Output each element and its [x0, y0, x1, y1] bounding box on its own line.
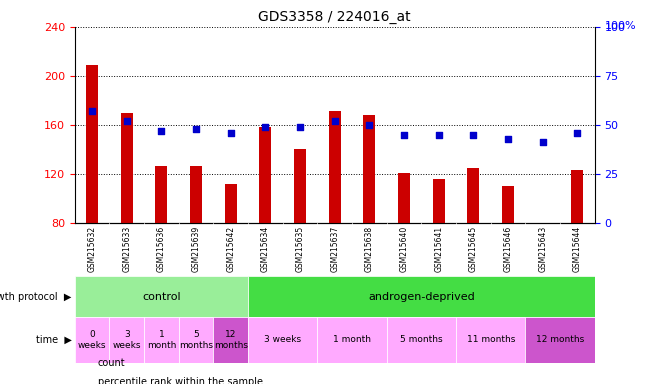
- Text: time  ▶: time ▶: [36, 335, 72, 345]
- Bar: [363, 115, 376, 223]
- Text: 0
weeks: 0 weeks: [78, 330, 107, 349]
- Bar: [467, 168, 480, 223]
- Text: GSM215638: GSM215638: [365, 225, 374, 271]
- Point: [122, 118, 132, 124]
- Text: GSM215642: GSM215642: [226, 225, 235, 271]
- Bar: [213, 317, 248, 363]
- Bar: [75, 317, 109, 363]
- Point: [468, 131, 478, 138]
- Text: percentile rank within the sample: percentile rank within the sample: [98, 377, 263, 384]
- Point: [330, 118, 340, 124]
- Bar: [248, 276, 595, 317]
- Text: GSM215634: GSM215634: [261, 225, 270, 271]
- Point: [503, 136, 514, 142]
- Bar: [259, 127, 272, 223]
- Text: growth protocol  ▶: growth protocol ▶: [0, 291, 72, 302]
- Bar: [433, 179, 445, 223]
- Bar: [155, 166, 168, 223]
- Point: [191, 126, 202, 132]
- Point: [364, 122, 374, 128]
- Text: 1
month: 1 month: [147, 330, 176, 349]
- Bar: [525, 317, 595, 363]
- Point: [226, 129, 236, 136]
- Bar: [571, 170, 584, 223]
- Bar: [190, 166, 202, 223]
- Text: GSM215640: GSM215640: [400, 225, 409, 271]
- Text: 3 weeks: 3 weeks: [264, 335, 302, 344]
- Point: [295, 124, 306, 130]
- Text: 5 months: 5 months: [400, 335, 443, 344]
- Bar: [144, 317, 179, 363]
- Point: [572, 129, 582, 136]
- Point: [87, 108, 98, 114]
- Text: 3
weeks: 3 weeks: [112, 330, 141, 349]
- Text: GSM215639: GSM215639: [192, 225, 201, 271]
- Bar: [109, 317, 144, 363]
- Text: GSM215643: GSM215643: [538, 225, 547, 271]
- Title: GDS3358 / 224016_at: GDS3358 / 224016_at: [259, 10, 411, 25]
- Text: GSM215641: GSM215641: [434, 225, 443, 271]
- Text: androgen-deprived: androgen-deprived: [368, 291, 474, 302]
- Bar: [502, 186, 514, 223]
- Text: 5
months: 5 months: [179, 330, 213, 349]
- Point: [156, 127, 166, 134]
- Bar: [317, 317, 387, 363]
- Text: GSM215632: GSM215632: [88, 225, 97, 271]
- Text: GSM215645: GSM215645: [469, 225, 478, 271]
- Point: [260, 124, 270, 130]
- Text: GSM215646: GSM215646: [504, 225, 513, 271]
- Bar: [86, 65, 98, 223]
- Text: GSM215633: GSM215633: [122, 225, 131, 271]
- Text: 11 months: 11 months: [467, 335, 515, 344]
- Text: 12 months: 12 months: [536, 335, 584, 344]
- Point: [399, 131, 410, 138]
- Bar: [398, 172, 410, 223]
- Bar: [456, 317, 525, 363]
- Bar: [294, 149, 306, 223]
- Text: GSM215635: GSM215635: [296, 225, 305, 271]
- Bar: [121, 113, 133, 223]
- Bar: [329, 111, 341, 223]
- Text: GSM215636: GSM215636: [157, 225, 166, 271]
- Bar: [179, 317, 213, 363]
- Text: count: count: [98, 358, 125, 368]
- Point: [434, 131, 444, 138]
- Point: [538, 139, 548, 146]
- Y-axis label: 100%: 100%: [605, 21, 636, 31]
- Text: GSM215644: GSM215644: [573, 225, 582, 271]
- Bar: [248, 317, 317, 363]
- Bar: [225, 184, 237, 223]
- Bar: [387, 317, 456, 363]
- Text: control: control: [142, 291, 181, 302]
- Text: 1 month: 1 month: [333, 335, 371, 344]
- Text: GSM215637: GSM215637: [330, 225, 339, 271]
- Text: 12
months: 12 months: [214, 330, 248, 349]
- Bar: [75, 276, 248, 317]
